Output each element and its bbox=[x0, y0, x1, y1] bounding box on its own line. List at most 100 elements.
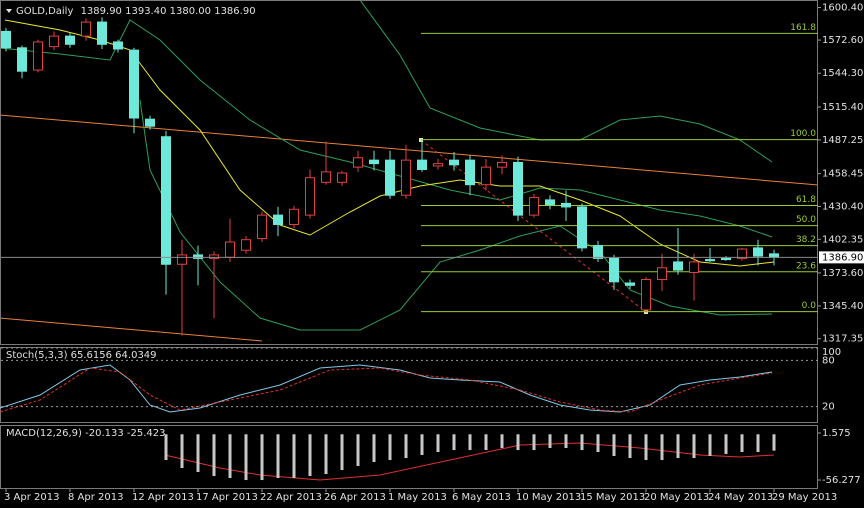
candle-body bbox=[465, 159, 475, 186]
candle-body bbox=[129, 49, 139, 119]
y-tick-label: 1487.25 bbox=[822, 135, 863, 146]
macd-bar bbox=[292, 434, 296, 479]
candle-body bbox=[321, 171, 331, 183]
fib-label: 161.8 bbox=[790, 23, 816, 33]
high-readout: 1393.40 bbox=[125, 6, 166, 17]
macd-panel bbox=[0, 425, 818, 489]
candle-body bbox=[17, 47, 27, 72]
fib-label: 50.0 bbox=[796, 215, 816, 225]
stoch-label: Stoch(5,3,3) 65.6156 64.0349 bbox=[6, 350, 157, 361]
candle-body bbox=[161, 136, 171, 265]
macd-label: MACD(12,26,9) -20.133 -25.423 bbox=[6, 428, 166, 439]
y-tick-label: 1544.30 bbox=[822, 68, 863, 79]
candle-body bbox=[497, 161, 507, 168]
y-tick-label: 1458.45 bbox=[822, 169, 863, 180]
candle-body bbox=[689, 261, 699, 273]
candle-body bbox=[145, 118, 155, 127]
fib-label: 0.0 bbox=[802, 301, 817, 311]
candle-body bbox=[737, 248, 747, 259]
macd-bar bbox=[228, 434, 232, 479]
candle-body bbox=[513, 161, 523, 216]
candle-body bbox=[1, 30, 11, 49]
macd-bar bbox=[724, 434, 728, 454]
fib-label: 100.0 bbox=[790, 129, 816, 139]
bollinger-middle bbox=[1, 19, 773, 238]
candle-body bbox=[577, 206, 587, 249]
macd-bar bbox=[196, 434, 200, 472]
macd-bar bbox=[404, 434, 408, 459]
x-tick-label: 22 Apr 2013 bbox=[260, 492, 322, 503]
candle-body bbox=[113, 41, 123, 50]
x-tick-label: 3 Apr 2013 bbox=[4, 492, 59, 503]
stoch-tick-label: 20 bbox=[822, 402, 835, 413]
candle-body bbox=[657, 267, 667, 280]
x-tick-label: 15 May 2013 bbox=[580, 492, 645, 503]
x-tick-label: 24 May 2013 bbox=[708, 492, 773, 503]
y-tick-label: 1430.40 bbox=[822, 201, 863, 212]
macd-bar bbox=[692, 434, 696, 459]
candle-body bbox=[369, 159, 379, 165]
fib-base-line bbox=[420, 139, 647, 313]
macd-bar bbox=[308, 434, 312, 477]
stoch-tick-label: 80 bbox=[822, 355, 835, 366]
macd-bar bbox=[548, 434, 552, 449]
x-tick-label: 6 May 2013 bbox=[452, 492, 511, 503]
candle-body bbox=[257, 214, 267, 240]
candle-body bbox=[561, 202, 571, 208]
candle-body bbox=[753, 247, 763, 257]
candle-body bbox=[33, 41, 43, 71]
x-tick-label: 29 May 2013 bbox=[772, 492, 837, 503]
y-tick-label: 1317.35 bbox=[822, 334, 863, 345]
macd-bar bbox=[772, 434, 776, 451]
x-tick-label: 10 May 2013 bbox=[516, 492, 581, 503]
stoch-main bbox=[0, 364, 773, 413]
macd-bar bbox=[180, 434, 184, 469]
y-tick-label: 1345.40 bbox=[822, 301, 863, 312]
macd-bar bbox=[516, 434, 520, 451]
candle-body bbox=[481, 166, 491, 186]
y-tick-label: 1600.40 bbox=[822, 3, 863, 14]
x-tick-label: 1 May 2013 bbox=[388, 492, 447, 503]
macd-bar bbox=[436, 434, 440, 453]
macd-bar bbox=[212, 434, 216, 477]
x-tick-label: 17 Apr 2013 bbox=[196, 492, 258, 503]
macd-bar bbox=[340, 434, 344, 471]
x-tick-label: 26 Apr 2013 bbox=[324, 492, 386, 503]
macd-bar bbox=[756, 434, 760, 453]
macd-bar bbox=[468, 434, 472, 451]
x-tick-label: 12 Apr 2013 bbox=[132, 492, 194, 503]
trend-line bbox=[1, 114, 817, 186]
last-price-label: 1386.90 bbox=[822, 252, 863, 263]
candle-body bbox=[625, 282, 635, 286]
main-panel bbox=[0, 0, 818, 345]
candle-body bbox=[289, 208, 299, 225]
candle-body bbox=[193, 254, 203, 259]
macd-bar bbox=[420, 434, 424, 456]
macd-bar bbox=[356, 434, 360, 466]
macd-tick-label: -56.277 bbox=[822, 475, 861, 486]
macd-bar bbox=[532, 434, 536, 451]
candle-body bbox=[593, 245, 603, 259]
chart-header: GOLD,Daily 1389.90 1393.40 1380.00 1386.… bbox=[16, 6, 256, 17]
candle-body bbox=[417, 159, 427, 170]
candle-body bbox=[449, 159, 459, 166]
candle-body bbox=[545, 199, 555, 206]
y-tick-label: 1515.40 bbox=[822, 102, 863, 113]
candle-body bbox=[209, 254, 219, 259]
candle-body bbox=[273, 214, 283, 225]
x-tick-label: 20 May 2013 bbox=[644, 492, 709, 503]
low-readout: 1380.00 bbox=[170, 6, 211, 17]
trend-line bbox=[1, 317, 263, 342]
candle-body bbox=[721, 257, 731, 261]
menu-arrow[interactable] bbox=[6, 9, 12, 13]
stoch-tick-label: 100 bbox=[822, 347, 841, 358]
macd-bar bbox=[628, 434, 632, 459]
x-tick-label: 8 Apr 2013 bbox=[68, 492, 123, 503]
candle-body bbox=[385, 159, 395, 196]
candle-body bbox=[241, 239, 251, 251]
macd-signal bbox=[164, 442, 775, 481]
stoch-panel bbox=[0, 347, 818, 423]
candle-body bbox=[769, 253, 779, 258]
